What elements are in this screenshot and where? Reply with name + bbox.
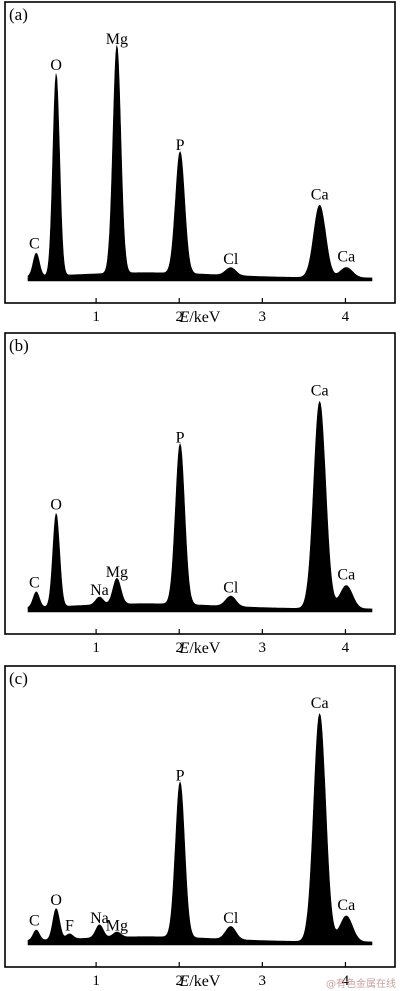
peak-label-p: P xyxy=(176,429,185,446)
panel-a: (a) C O Mg P Cl Ca Ca 1 2 3 4 E/keV xyxy=(4,1,396,326)
spectrum-area xyxy=(27,401,373,613)
x-tick-label: 2 xyxy=(175,309,183,325)
spectrum-area xyxy=(27,45,373,282)
peak-label-mg: Mg xyxy=(106,31,128,48)
peak-label-ca: Ca xyxy=(337,249,355,266)
peak-label-p: P xyxy=(176,768,185,785)
x-axis-title: E/keV xyxy=(179,309,221,326)
x-tick-label: 4 xyxy=(342,973,350,989)
peak-label-ca: Ca xyxy=(311,186,329,203)
peak-label-cl: Cl xyxy=(223,580,239,597)
peak-label-c: C xyxy=(29,236,40,253)
spectrum-area xyxy=(27,713,373,946)
peak-label-mg: Mg xyxy=(106,918,128,935)
peak-label-o: O xyxy=(50,57,62,74)
panel-label: (b) xyxy=(9,336,29,355)
plot-frame xyxy=(4,665,396,968)
peak-label-na: Na xyxy=(90,582,109,599)
plot-frame xyxy=(4,1,396,304)
peak-label-p: P xyxy=(176,137,185,154)
peak-label-ca: Ca xyxy=(337,567,355,584)
peak-label-o: O xyxy=(50,497,62,514)
x-tick-label: 1 xyxy=(92,640,100,656)
x-axis-title: E/keV xyxy=(179,640,221,657)
peak-label-c: C xyxy=(29,913,40,930)
x-tick-label: 2 xyxy=(175,640,183,656)
peak-label-ca: Ca xyxy=(311,383,329,400)
peak-label-na: Na xyxy=(90,910,109,927)
peak-label-cl: Cl xyxy=(223,910,239,927)
plot-frame xyxy=(4,332,396,635)
x-tick-label: 4 xyxy=(342,309,350,325)
x-axis-title: E/keV xyxy=(179,973,221,990)
x-tick-label: 3 xyxy=(259,973,267,989)
peak-label-c: C xyxy=(29,574,40,591)
x-tick-label: 1 xyxy=(92,309,100,325)
x-tick-label: 4 xyxy=(342,640,350,656)
x-tick-label: 3 xyxy=(259,640,267,656)
peak-label-ca: Ca xyxy=(311,695,329,712)
peak-label-o: O xyxy=(50,892,62,909)
peak-label-mg: Mg xyxy=(106,564,128,581)
peak-label-ca: Ca xyxy=(337,897,355,914)
x-tick-label: 2 xyxy=(175,973,183,989)
peak-label-f: F xyxy=(65,918,74,935)
peak-label-cl: Cl xyxy=(223,251,239,268)
x-tick-label: 3 xyxy=(259,309,267,325)
watermark: @有色金属在线 xyxy=(326,977,396,990)
panel-label: (a) xyxy=(9,5,28,24)
panel-label: (c) xyxy=(9,669,28,688)
x-tick-label: 1 xyxy=(92,973,100,989)
